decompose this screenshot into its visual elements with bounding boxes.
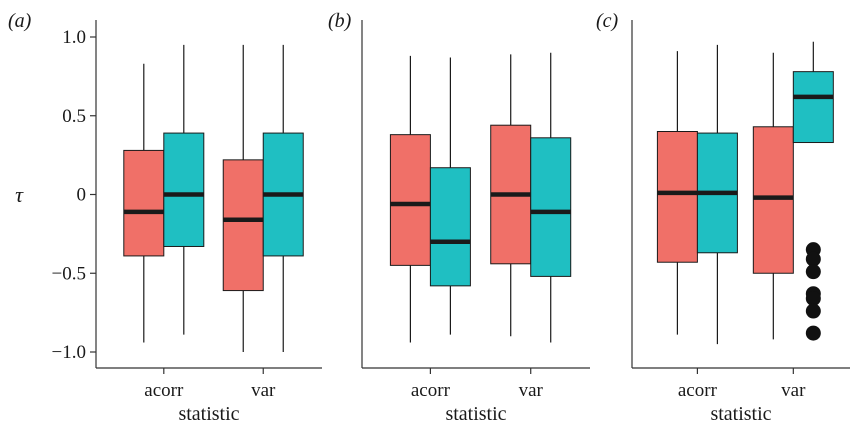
box-acorr-series-2 [163, 44, 205, 335]
box-acorr-series-1 [656, 51, 698, 335]
panel-1: (a) 1.0 0.5 0 −0.5 −1.0 τ acorr var statistic [8, 10, 322, 425]
x-tick-label: acorr [678, 380, 718, 401]
x-axis-label: statistic [178, 403, 239, 425]
outlier-point [805, 251, 821, 267]
box-var-series-1 [490, 54, 532, 337]
x-tick-label: var [519, 380, 544, 401]
y-tick-label: 0 [77, 185, 87, 206]
box-var-series-2 [792, 41, 834, 341]
box [389, 134, 431, 266]
box-var-series-1 [752, 52, 794, 340]
x-tick-label: var [251, 380, 276, 401]
box-acorr-series-1 [123, 63, 165, 343]
x-axis-label: statistic [445, 403, 506, 425]
outlier-point [805, 264, 821, 280]
panel-label: (b) [328, 10, 352, 32]
box [222, 159, 264, 292]
box [429, 167, 471, 287]
y-axis-label: τ [15, 182, 24, 207]
box [163, 132, 205, 247]
box-acorr-series-1 [389, 55, 431, 343]
y-tick-label: −0.5 [52, 263, 86, 284]
x-tick-label: acorr [144, 380, 184, 401]
box-acorr-series-2 [429, 57, 471, 335]
panel-2: (b) acorr var statistic [328, 10, 590, 425]
box [792, 71, 834, 144]
outlier-point [805, 325, 821, 341]
panel-label: (a) [8, 10, 32, 32]
box [530, 137, 572, 277]
box [656, 131, 698, 263]
y-tick-label: 1.0 [62, 27, 86, 48]
panel-3: (c) acorr var statistic [596, 10, 850, 425]
panel-label: (c) [596, 10, 619, 32]
outlier-point [805, 290, 821, 306]
y-tick-label: −1.0 [52, 342, 86, 363]
x-tick-label: acorr [411, 380, 451, 401]
y-tick-label: 0.5 [62, 106, 86, 127]
box-var-series-2 [262, 44, 304, 352]
box-var-series-1 [222, 44, 264, 352]
x-axis-label: statistic [710, 403, 771, 425]
box-var-series-2 [530, 52, 572, 343]
outlier-point [805, 303, 821, 319]
box [752, 126, 794, 274]
box [123, 149, 165, 257]
box-acorr-series-2 [696, 44, 738, 345]
x-tick-label: var [781, 380, 806, 401]
